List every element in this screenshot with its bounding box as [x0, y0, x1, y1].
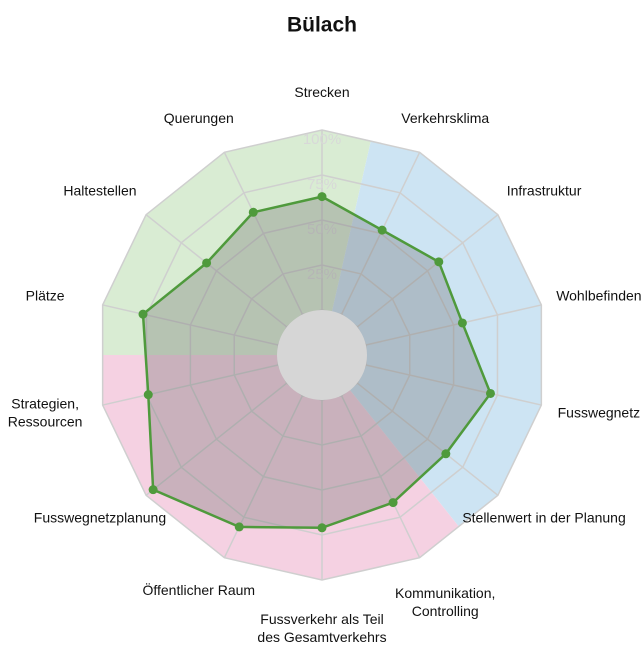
spoke [365, 304, 542, 346]
data-point [434, 257, 444, 267]
axis-label: Fussverkehr als Teil des Gesamtverkehrs [257, 611, 386, 645]
axis-label-line: Öffentlicher Raum [142, 581, 255, 598]
data-point [485, 388, 495, 398]
axis-label: Plätze [26, 287, 65, 303]
axis-label-line: Querungen [164, 110, 234, 126]
axis-label: Stellenwert in der Planung [462, 509, 625, 525]
spoke [102, 304, 279, 346]
axis-label: Verkehrsklima [401, 110, 489, 126]
data-point [234, 522, 244, 532]
axis-label-line: Strecken [294, 84, 349, 100]
data-point [317, 192, 327, 202]
axis-label-line: Verkehrsklima [401, 110, 489, 126]
spoke [145, 382, 288, 496]
axis-label-line: des Gesamtverkehrs [257, 629, 386, 645]
sector [322, 141, 542, 527]
r-tick-label: 75% [307, 176, 337, 193]
axis-label: Infrastruktur [507, 182, 582, 198]
axis-label-line: Infrastruktur [507, 182, 582, 198]
data-point [377, 225, 387, 235]
data-point [148, 485, 158, 495]
data-point [317, 523, 327, 533]
center [277, 310, 367, 400]
r-tick-label: 50% [307, 221, 337, 238]
data-point [441, 449, 451, 459]
axis-label: Wohlbefinden [556, 287, 641, 303]
r-tick-label: 100% [303, 131, 341, 148]
data-point [202, 258, 212, 268]
axis-label-line: Plätze [26, 287, 65, 303]
data-point [138, 309, 148, 319]
spoke [223, 151, 304, 315]
spoke [340, 395, 421, 559]
axis-label-line: Fussverkehr als Teil [260, 611, 383, 627]
axis-label: Fusswegnetz [558, 404, 640, 420]
axis-label: Öffentlicher Raum [142, 581, 255, 598]
r-tick-label: 25% [307, 266, 337, 283]
spoke [365, 364, 542, 406]
axis-label: Strecken [294, 84, 349, 100]
axis-label: Haltestellen [63, 182, 136, 198]
chart-title: Bülach [287, 14, 357, 37]
axis-label: Strategien, Ressourcen [8, 395, 83, 429]
axis-label: Fusswegnetzplanung [34, 509, 166, 525]
spoke [145, 214, 288, 328]
spoke [356, 214, 499, 328]
axis-label-line: Controlling [412, 603, 479, 619]
axis-label-line: Fusswegnetzplanung [34, 509, 166, 525]
spoke [356, 382, 499, 496]
data-point [457, 318, 467, 328]
axis-label: Kommunikation, Controlling [395, 585, 495, 619]
data-point [388, 498, 398, 508]
sector [102, 130, 371, 355]
axis-label-line: Fusswegnetz [558, 404, 640, 420]
axis-label-line: Strategien, [11, 395, 79, 411]
data-point [143, 390, 153, 400]
axis-label-line: Wohlbefinden [556, 287, 641, 303]
axis-label: Querungen [164, 110, 234, 126]
axis-label-line: Kommunikation, [395, 585, 495, 601]
spoke [102, 364, 279, 406]
axis-label-line: Haltestellen [63, 182, 136, 198]
axis-label-line: Ressourcen [8, 413, 83, 429]
data-point [248, 207, 258, 217]
axis-label-line: Stellenwert in der Planung [462, 509, 625, 525]
